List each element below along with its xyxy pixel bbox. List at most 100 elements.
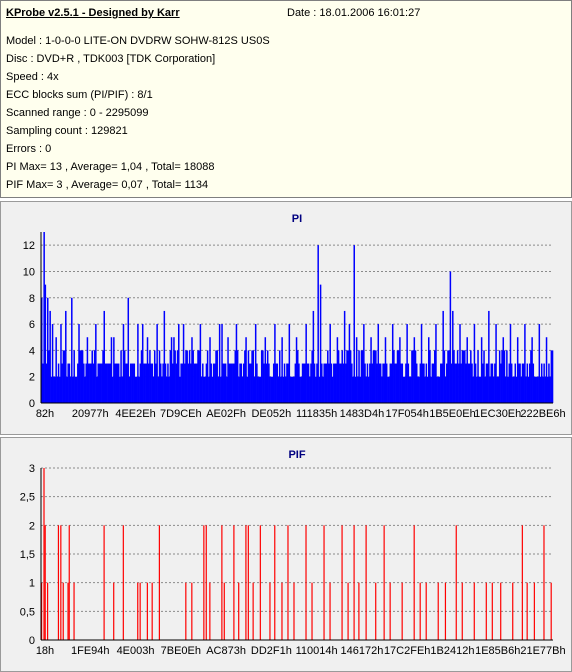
pi-bar [336, 337, 339, 403]
pi-bar [229, 363, 232, 403]
pi-bar [349, 350, 352, 403]
pi-bar [335, 363, 337, 403]
pi-bar [330, 363, 333, 403]
pi-bar [473, 324, 476, 403]
pi-bar [44, 284, 47, 403]
pi-bar [357, 376, 359, 403]
pi-bar [466, 337, 468, 403]
pi-bar [538, 324, 541, 403]
pi-bar [137, 324, 139, 403]
pi-bar [453, 350, 455, 403]
pi-bar [324, 363, 327, 403]
pi-bar [447, 350, 449, 403]
pi-bar [173, 337, 175, 403]
pi-bar [486, 363, 489, 403]
pi-bar [413, 337, 416, 403]
pi-bar [188, 350, 191, 403]
pi-bar [495, 324, 497, 403]
pi-bar [105, 363, 108, 403]
pi-bar [366, 363, 369, 403]
pi-bar [399, 337, 401, 403]
y-tick-label: 2 [29, 372, 35, 384]
pi-bar [528, 363, 531, 403]
x-tick-label: 7D9CEh [160, 408, 202, 420]
pi-bar [280, 376, 282, 403]
pi-bar [60, 324, 62, 403]
pi-bar [401, 363, 404, 403]
pi-bar [107, 363, 109, 403]
pi-bar [175, 363, 178, 403]
pi-bar [459, 324, 461, 403]
pi-bar [246, 376, 249, 403]
pi-bar [409, 376, 412, 403]
pi-bar [329, 324, 331, 403]
pi-bar [304, 363, 306, 403]
info-errors: Errors : 0 [6, 143, 52, 155]
pi-bar [408, 376, 411, 403]
pi-bar [372, 350, 375, 403]
pi-bar [379, 363, 382, 403]
pi-bar [378, 363, 381, 403]
pi-bar [79, 350, 81, 403]
pi-bar [54, 376, 56, 403]
pi-bar [202, 363, 204, 403]
pi-bar [80, 350, 83, 403]
pi-bar [491, 363, 494, 403]
x-tick-label: 146172h [340, 645, 383, 657]
pi-bar [135, 376, 138, 403]
pi-bar [367, 376, 370, 403]
pi-bar [282, 376, 285, 403]
pi-bar [321, 363, 323, 403]
pi-bar [360, 350, 363, 403]
pi-bar [525, 376, 527, 403]
pi-bar [322, 376, 324, 403]
pi-bar [518, 363, 520, 403]
pi-bar [375, 350, 377, 403]
pi-bar [157, 376, 160, 403]
pi-bar [208, 376, 210, 403]
pi-bar [299, 376, 301, 403]
x-tick-label: 20977h [72, 408, 109, 420]
y-tick-label: 1 [29, 578, 35, 590]
pi-bar [382, 363, 384, 403]
chart-title: PIF [288, 449, 305, 461]
pi-bar [211, 376, 214, 403]
pi-bar [260, 350, 263, 403]
pi-bar [113, 337, 115, 403]
pi-bar [471, 363, 473, 403]
pi-bar [306, 363, 309, 403]
pi-bar [131, 363, 133, 403]
x-tick-label: AC873h [206, 645, 246, 657]
pi-bar [303, 363, 305, 403]
pi-bar [214, 363, 216, 403]
pi-bar [545, 337, 548, 403]
pi-bar [146, 337, 149, 403]
pi-bar [388, 376, 390, 403]
pi-bar [454, 363, 456, 403]
pi-bar [521, 363, 524, 403]
pi-bar [182, 324, 185, 403]
pi-bar [41, 297, 43, 403]
x-tick-label: 82h [36, 408, 54, 420]
pi-bar [544, 376, 547, 403]
pi-bar [180, 363, 182, 403]
pi-bar [337, 350, 340, 403]
y-tick-label: 6 [29, 319, 35, 331]
pi-bar [53, 376, 55, 403]
pi-bar [341, 350, 343, 403]
pi-bar [423, 363, 425, 403]
pi-bar [402, 376, 405, 403]
pi-bar [444, 376, 447, 403]
pi-bar [75, 376, 78, 403]
pi-bar [526, 363, 529, 403]
info-model: Model : 1-0-0-0 LITE-ON DVDRW SOHW-812S … [6, 35, 270, 47]
pi-bar [485, 363, 488, 403]
pi-bar [169, 350, 172, 403]
pi-bar [373, 350, 376, 403]
pi-bar [325, 363, 328, 403]
pi-bar [217, 376, 220, 403]
pi-bar [383, 363, 386, 403]
pi-bar [253, 376, 256, 403]
pi-bar [489, 376, 491, 403]
x-tick-label: 17F054h [385, 408, 428, 420]
